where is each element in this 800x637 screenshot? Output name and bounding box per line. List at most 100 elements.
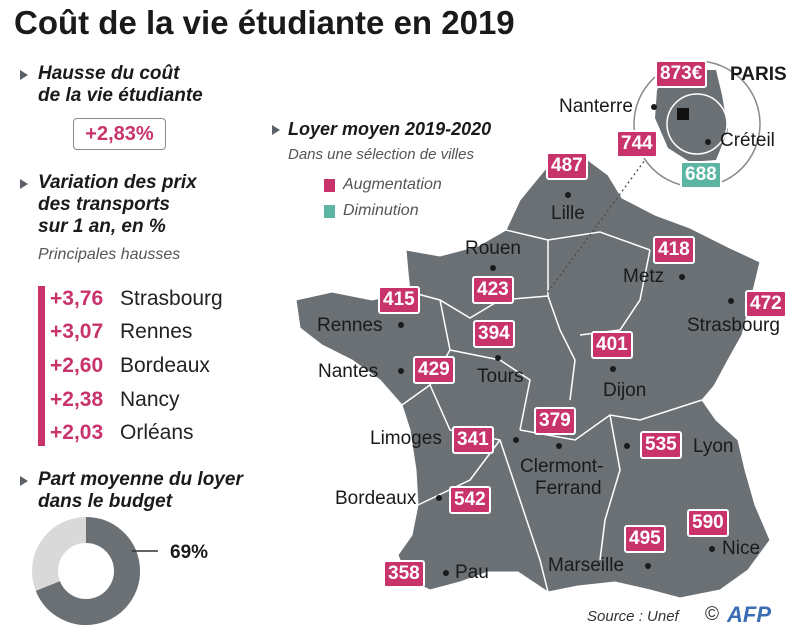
map-subtitle: Dans une sélection de villes — [288, 146, 474, 163]
city-badge-rouen: 423 — [472, 276, 514, 304]
transport-row-city: Strasbourg — [120, 287, 223, 310]
city-badge-tours: 394 — [473, 320, 515, 348]
city-label-tours: Tours — [477, 366, 524, 387]
city-dot-rennes — [398, 322, 404, 328]
city-badge-rennes: 415 — [378, 286, 420, 314]
afp-logo: AFP — [727, 602, 771, 627]
transport-row-value: +3,07 — [50, 320, 104, 343]
section-cost-line1: Hausse du coût — [38, 63, 180, 84]
transport-row: +3,76 Strasbourg — [50, 287, 223, 311]
section-transport-heading: Variation des prix des transports sur 1 … — [38, 172, 197, 238]
rent-share-donut: 69% — [32, 517, 208, 625]
bullet-arrow-icon — [20, 70, 28, 80]
city-label-paris: PARIS — [730, 64, 787, 85]
transport-subtitle: Principales hausses — [38, 246, 181, 263]
city-label-pau: Pau — [455, 562, 489, 583]
paris-zoom-connector — [547, 159, 646, 293]
section-cost-heading: Hausse du coût de la vie étudiante — [38, 63, 203, 107]
city-badge-nantes: 429 — [413, 356, 455, 384]
transport-row-value: +2,03 — [50, 421, 104, 444]
city-dot-limoges — [513, 437, 519, 443]
city-dot-nanterre — [651, 104, 657, 110]
city-label-lyon: Lyon — [693, 436, 734, 457]
donut-value-label: 69% — [170, 542, 208, 563]
city-label-dijon: Dijon — [603, 380, 647, 401]
transport-bar-accent — [38, 286, 45, 446]
city-dot-lyon — [624, 443, 630, 449]
bullet-arrow-icon — [272, 125, 280, 135]
transport-row-city: Rennes — [120, 320, 193, 343]
city-badge-strasbourg: 472 — [745, 290, 787, 318]
city-label-limoges: Limoges — [370, 428, 442, 449]
cost-increase-value: +2,83% — [73, 118, 166, 150]
city-label-rouen: Rouen — [465, 238, 521, 259]
city-dot-metz — [679, 274, 685, 280]
city-label-strasbourg: Strasbourg — [687, 315, 780, 336]
donut-rent-share-arc — [35, 517, 140, 625]
city-badge-nanterre: 744 — [616, 130, 658, 158]
legend-decrease-label: Diminution — [343, 202, 419, 219]
city-badge-metz: 418 — [653, 236, 695, 264]
city-label-nanterre: Nanterre — [559, 96, 633, 117]
city-badge-pau: 358 — [383, 560, 425, 588]
city-label-rennes: Rennes — [317, 315, 383, 336]
city-label-lille: Lille — [551, 203, 585, 224]
paris-ring-road — [666, 93, 728, 155]
city-dot-lille — [565, 192, 571, 198]
legend-increase-label: Augmentation — [343, 176, 442, 193]
copyright-symbol: © — [705, 604, 719, 625]
city-dot-clermont — [556, 443, 562, 449]
city-badge-creteil: 688 — [680, 161, 722, 189]
city-dot-pau — [443, 570, 449, 576]
legend-decrease-swatch — [324, 205, 335, 218]
city-label-nice: Nice — [722, 538, 761, 559]
city-label-clermont-1: Clermont- — [520, 456, 604, 477]
transport-row-value: +2,38 — [50, 388, 104, 411]
paris-marker-icon — [677, 108, 689, 120]
transport-row-value: +2,60 — [50, 354, 104, 377]
city-label-clermont-2: Ferrand — [535, 478, 602, 499]
city-label-creteil: Créteil — [720, 130, 775, 151]
city-dot-tours — [495, 355, 501, 361]
city-dot-marseille — [645, 563, 651, 569]
city-label-marseille: Marseille — [548, 555, 625, 576]
city-label-bordeaux: Bordeaux — [335, 488, 417, 509]
transport-row-city: Bordeaux — [120, 354, 210, 377]
city-dot-rouen — [490, 265, 496, 271]
city-dot-nice — [709, 546, 715, 552]
source-note: Source : Unef — [587, 608, 679, 625]
city-dot-creteil — [705, 139, 711, 145]
section-rent-share-line1: Part moyenne du loyer — [38, 469, 243, 490]
city-badge-clermont: 379 — [534, 407, 576, 435]
city-label-nantes: Nantes — [318, 361, 379, 382]
city-badge-limoges: 341 — [452, 426, 494, 454]
city-dot-bordeaux — [436, 495, 442, 501]
bullet-arrow-icon — [20, 476, 28, 486]
transport-row-value: +3,76 — [50, 287, 104, 310]
city-badge-marseille: 495 — [624, 525, 666, 553]
legend-increase-swatch — [324, 179, 335, 192]
section-transport-line2: des transports — [38, 194, 170, 215]
city-label-metz: Metz — [623, 266, 665, 287]
section-transport-line1: Variation des prix — [38, 172, 197, 193]
city-badge-paris: 873€ — [655, 60, 708, 88]
transport-row: +2,03 Orléans — [50, 421, 194, 445]
transport-row-city: Orléans — [120, 421, 194, 444]
map-heading: Loyer moyen 2019-2020 — [288, 119, 492, 139]
transport-row-city: Nancy — [120, 388, 180, 411]
section-cost-line2: de la vie étudiante — [38, 85, 203, 106]
region-borders — [401, 229, 703, 593]
city-badge-dijon: 401 — [591, 331, 633, 359]
city-badge-lyon: 535 — [640, 431, 682, 459]
city-badge-lille: 487 — [546, 152, 588, 180]
city-dot-dijon — [610, 366, 616, 372]
transport-row: +2,60 Bordeaux — [50, 354, 210, 378]
transport-row: +3,07 Rennes — [50, 320, 192, 344]
city-dot-strasbourg — [728, 298, 734, 304]
section-rent-share-heading: Part moyenne du loyer dans le budget — [38, 469, 243, 513]
page-title: Coût de la vie étudiante en 2019 — [14, 4, 515, 41]
bullet-arrow-icon — [20, 179, 28, 189]
section-transport-line3: sur 1 an, en % — [38, 216, 166, 237]
city-badge-nice: 590 — [687, 509, 729, 537]
